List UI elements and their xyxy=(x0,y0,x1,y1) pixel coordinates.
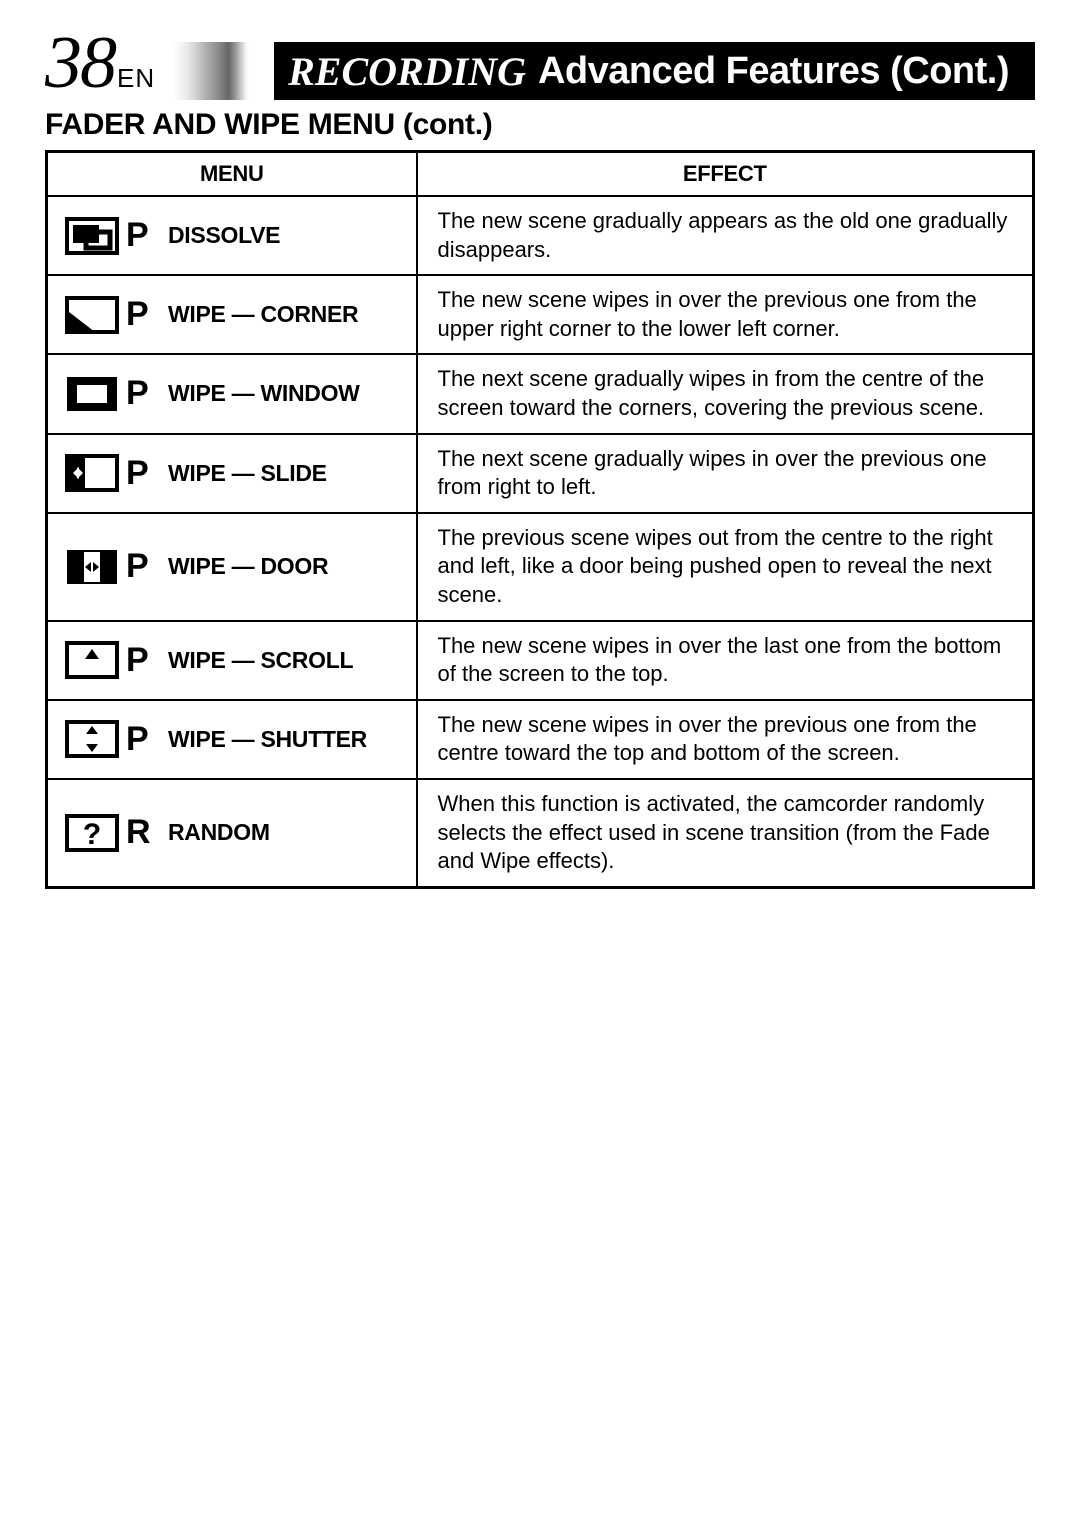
recording-label: RECORDING xyxy=(288,48,526,95)
suffix-letter: P xyxy=(126,641,150,680)
table-row: P WIPE — DOOR The previous scene wipes o… xyxy=(47,513,1034,621)
menu-name: WIPE — WINDOW xyxy=(168,380,360,407)
col-header-menu: MENU xyxy=(47,152,417,197)
wipe-scroll-icon xyxy=(62,640,122,680)
advanced-features-label: Advanced Features (Cont.) xyxy=(538,50,1009,93)
effect-description: The new scene gradually appears as the o… xyxy=(417,196,1034,275)
page-header: 38 EN RECORDING Advanced Features (Cont.… xyxy=(45,30,1035,100)
page-number: 38 xyxy=(45,26,115,100)
effect-description: The next scene gradually wipes in from t… xyxy=(417,354,1034,433)
dissolve-icon xyxy=(62,216,122,256)
header-banner: RECORDING Advanced Features (Cont.) xyxy=(173,42,1035,100)
table-row: P WIPE — WINDOW The next scene gradually… xyxy=(47,354,1034,433)
menu-name: DISSOLVE xyxy=(168,222,280,249)
menu-name: RANDOM xyxy=(168,819,270,846)
effect-description: The new scene wipes in over the previous… xyxy=(417,275,1034,354)
menu-name: WIPE — SCROLL xyxy=(168,647,353,674)
table-row: P DISSOLVE The new scene gradually appea… xyxy=(47,196,1034,275)
section-title: FADER AND WIPE MENU (cont.) xyxy=(45,108,1035,142)
effect-description: The previous scene wipes out from the ce… xyxy=(417,513,1034,621)
table-row: P WIPE — SLIDE The next scene gradually … xyxy=(47,434,1034,513)
menu-name: WIPE — DOOR xyxy=(168,553,328,580)
col-header-effect: EFFECT xyxy=(417,152,1034,197)
suffix-letter: P xyxy=(126,374,150,413)
effect-description: The next scene gradually wipes in over t… xyxy=(417,434,1034,513)
header-gradient xyxy=(173,42,274,100)
random-icon: ? xyxy=(62,813,122,853)
fader-wipe-table: MENU EFFECT xyxy=(45,150,1035,889)
menu-name: WIPE — SHUTTER xyxy=(168,726,367,753)
page-language: EN xyxy=(117,63,155,94)
wipe-corner-icon xyxy=(62,295,122,335)
wipe-window-icon xyxy=(62,374,122,414)
effect-description: The new scene wipes in over the last one… xyxy=(417,621,1034,700)
suffix-letter: P xyxy=(126,295,150,334)
suffix-letter: P xyxy=(126,547,150,586)
table-row: P WIPE — CORNER The new scene wipes in o… xyxy=(47,275,1034,354)
suffix-letter: P xyxy=(126,454,150,493)
menu-name: WIPE — SLIDE xyxy=(168,460,327,487)
svg-text:?: ? xyxy=(83,818,101,851)
effect-description: When this function is activated, the cam… xyxy=(417,779,1034,887)
wipe-door-icon xyxy=(62,547,122,587)
table-row: ? R RANDOM When this function is activat… xyxy=(47,779,1034,887)
wipe-slide-icon xyxy=(62,453,122,493)
table-row: P WIPE — SCROLL The new scene wipes in o… xyxy=(47,621,1034,700)
suffix-letter: R xyxy=(126,813,150,852)
effect-description: The new scene wipes in over the previous… xyxy=(417,700,1034,779)
manual-page: 38 EN RECORDING Advanced Features (Cont.… xyxy=(0,0,1080,919)
suffix-letter: P xyxy=(126,720,150,759)
suffix-letter: P xyxy=(126,216,150,255)
header-dark-strip: RECORDING Advanced Features (Cont.) xyxy=(274,42,1025,100)
wipe-shutter-icon xyxy=(62,719,122,759)
table-row: P WIPE — SHUTTER The new scene wipes in … xyxy=(47,700,1034,779)
menu-name: WIPE — CORNER xyxy=(168,301,358,328)
